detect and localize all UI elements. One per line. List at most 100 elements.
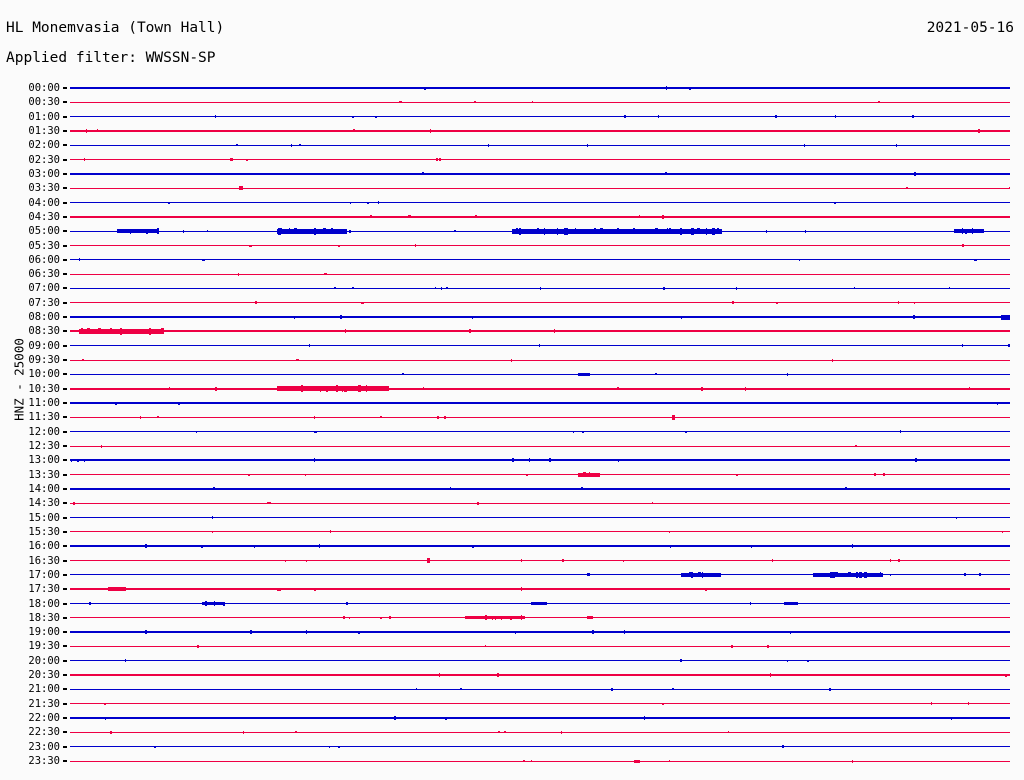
trace-noise-spike [587, 143, 589, 147]
trace-noise-spike [460, 688, 463, 691]
trace-noise-spike [978, 128, 981, 133]
trace-noise-spike [255, 301, 258, 305]
event-spike [110, 328, 113, 335]
trace-noise-spike [100, 444, 102, 448]
event-spike [617, 228, 620, 235]
axis-tick [63, 573, 67, 576]
trace-noise-spike [898, 301, 900, 305]
trace-noise-spike [167, 201, 170, 204]
trace-noise-spike [290, 143, 292, 147]
seismic-event [239, 186, 244, 191]
trace-noise-spike [745, 386, 747, 391]
event-spike [205, 601, 208, 607]
axis-tick [63, 702, 67, 705]
seismic-event [1000, 314, 1010, 320]
time-row-label: 01:30 [28, 124, 60, 137]
time-row-label: 08:30 [28, 325, 60, 338]
axis-tick [63, 602, 67, 605]
axis-tick [63, 215, 67, 218]
event-spike [120, 327, 123, 335]
trace-noise-spike [962, 244, 965, 248]
event-spike [121, 229, 125, 234]
time-row-label: 20:00 [28, 654, 60, 667]
seismic-event [464, 616, 525, 620]
event-spike [288, 228, 290, 235]
trace-noise-spike [145, 630, 148, 635]
axis-tick [63, 645, 67, 648]
trace-noise-spike [623, 630, 625, 635]
trace-noise-spike [771, 559, 773, 563]
seismic-event [671, 414, 675, 420]
seismic-event [117, 229, 157, 234]
time-row-label: 23:00 [28, 740, 60, 753]
event-spike [378, 386, 382, 392]
event-spike [575, 228, 577, 235]
event-spike [672, 228, 675, 234]
event-spike [696, 228, 700, 235]
trace-noise-spike [168, 387, 170, 391]
event-spike [133, 229, 137, 234]
seismic-trace [70, 101, 1010, 103]
event-spike [143, 229, 146, 234]
trace-noise-spike [727, 731, 729, 734]
trace-noise-spike [749, 602, 751, 606]
event-spike [301, 386, 305, 392]
event-spike [847, 572, 851, 578]
trace-noise-spike [348, 616, 350, 619]
trace-noise-spike [669, 530, 671, 533]
axis-tick [63, 316, 67, 319]
seismic-trace [70, 703, 1010, 705]
trace-noise-spike [333, 287, 336, 290]
trace-noise-spike [314, 587, 317, 591]
axis-tick [63, 445, 67, 447]
trace-noise-spike [549, 458, 552, 463]
trace-noise-spike [1007, 344, 1010, 348]
seismic-event [201, 258, 205, 261]
event-spike [689, 572, 693, 578]
seismic-trace [70, 215, 1010, 218]
trace-noise-spike [423, 387, 425, 391]
trace-noise-spike [639, 215, 641, 219]
event-spike [314, 227, 317, 235]
trace-noise-spike [394, 716, 397, 721]
event-spike [831, 571, 835, 578]
event-spike [98, 328, 102, 335]
trace-noise-spike [423, 86, 426, 90]
event-spike [666, 228, 668, 235]
seismic-trace [70, 302, 1010, 304]
time-row-label: 15:30 [28, 525, 60, 538]
seismic-event [878, 101, 881, 104]
trace-noise-spike [611, 687, 614, 691]
event-spike [582, 472, 586, 478]
seismic-trace [70, 245, 1010, 247]
seismic-event [267, 502, 272, 505]
seismic-trace [70, 144, 1010, 146]
time-row-label: 04:30 [28, 210, 60, 223]
axis-tick [63, 301, 67, 304]
trace-noise-spike [248, 473, 251, 476]
trace-noise-spike [238, 272, 240, 276]
trace-noise-spike [786, 372, 788, 376]
seismic-trace [70, 487, 1010, 490]
event-spike [518, 228, 521, 235]
axis-tick [63, 616, 67, 619]
trace-noise-spike [105, 716, 107, 720]
seismic-trace [70, 731, 1010, 733]
trace-noise-spike [97, 129, 99, 133]
axis-tick [63, 101, 67, 104]
trace-noise-spike [523, 760, 526, 763]
seismic-trace [70, 660, 1010, 662]
event-spike [150, 327, 152, 335]
event-spike [655, 228, 659, 235]
trace-noise-spike [476, 501, 479, 505]
event-spike [291, 228, 293, 234]
trace-noise-spike [1002, 530, 1004, 533]
applied-filter-label: Applied filter: WWSSN-SP [6, 50, 216, 66]
event-spike [512, 616, 516, 620]
trace-noise-spike [914, 171, 917, 176]
trace-noise-spike [912, 315, 915, 320]
event-spike [589, 472, 591, 478]
axis-tick [63, 559, 67, 562]
event-spike [156, 228, 159, 235]
event-spike [691, 571, 694, 578]
